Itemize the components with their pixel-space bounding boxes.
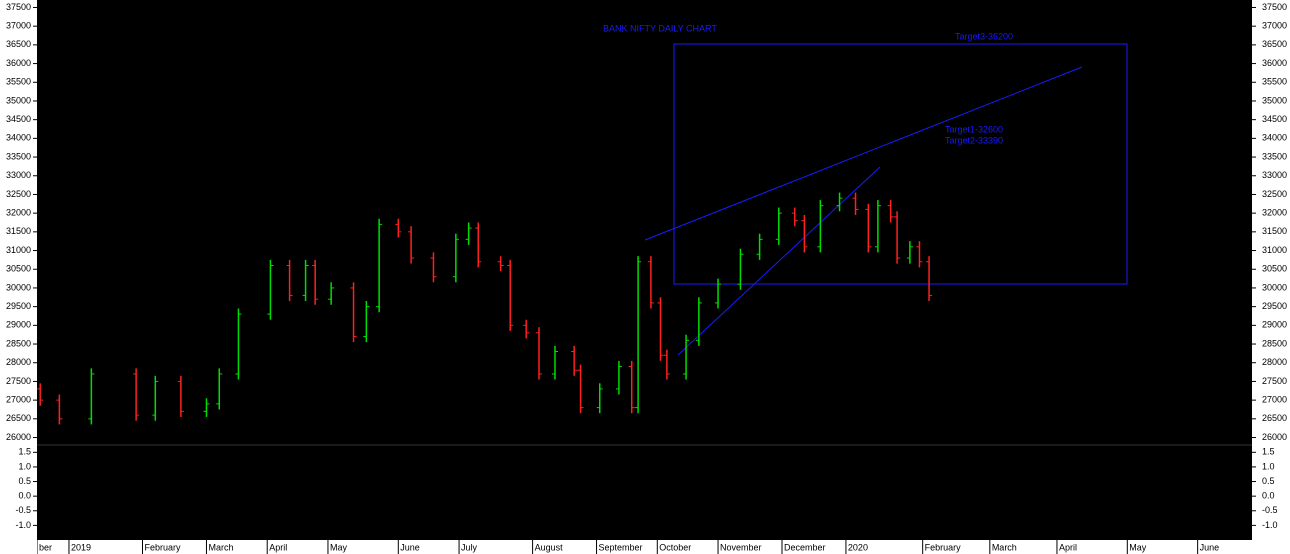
x-tick-label: April: [269, 542, 287, 552]
y-tick-label-right: 31000: [1262, 245, 1287, 255]
y-tick-label: 37500: [6, 2, 31, 12]
y-tick-label: 1.5: [18, 447, 31, 457]
y-tick-label-right: 35000: [1262, 95, 1287, 105]
y-tick-label: 26500: [6, 413, 31, 423]
x-tick-label: May: [330, 542, 348, 552]
x-tick-label: 2020: [848, 542, 868, 552]
y-tick-label-right: 1.0: [1262, 461, 1275, 471]
x-tick-label: October: [659, 542, 691, 552]
y-tick-label-right: 26500: [1262, 413, 1287, 423]
y-tick-label-right: 30000: [1262, 282, 1287, 292]
y-tick-label-right: 37000: [1262, 21, 1287, 31]
y-tick-label: 27500: [6, 376, 31, 386]
y-tick-label: 27000: [6, 395, 31, 405]
y-tick-label: 32000: [6, 208, 31, 218]
chart-title: BANK NIFTY DAILY CHART: [603, 23, 717, 33]
trend-line-upper: [644, 66, 1083, 241]
y-tick-label-right: 27000: [1262, 395, 1287, 405]
y-tick-label-right: 32500: [1262, 189, 1287, 199]
x-tick-label: March: [208, 542, 233, 552]
y-tick-label-right: 33500: [1262, 151, 1287, 161]
y-tick-label-right: 34500: [1262, 114, 1287, 124]
y-tick-label: 0.0: [18, 491, 31, 501]
x-tick-label: March: [992, 542, 1017, 552]
y-tick-label-right: 0.0: [1262, 491, 1275, 501]
x-tick-label: December: [784, 542, 826, 552]
annotation: Target1-32600: [945, 124, 1003, 134]
y-tick-label-right: 30500: [1262, 264, 1287, 274]
annotation: Target3-36200: [955, 31, 1013, 41]
x-axis-bg: [37, 540, 1252, 554]
y-tick-label: 26000: [6, 432, 31, 442]
x-tick-label: November: [720, 542, 762, 552]
x-tick-label: June: [400, 542, 420, 552]
y-tick-label: -0.5: [15, 505, 31, 515]
x-tick-label: August: [535, 542, 564, 552]
y-tick-label-right: 29500: [1262, 301, 1287, 311]
y-tick-label: 29000: [6, 320, 31, 330]
y-tick-label-right: 26000: [1262, 432, 1287, 442]
left-axis-bg: [0, 0, 37, 554]
y-tick-label-right: 37500: [1262, 2, 1287, 12]
y-tick-label: 37000: [6, 21, 31, 31]
y-tick-label-right: 27500: [1262, 376, 1287, 386]
y-tick-label: 28000: [6, 357, 31, 367]
y-tick-label-right: 36000: [1262, 58, 1287, 68]
x-tick-label: February: [145, 542, 182, 552]
y-tick-label-right: 36500: [1262, 39, 1287, 49]
y-tick-label: 32500: [6, 189, 31, 199]
target-box: [673, 43, 1128, 285]
x-tick-label: 2019: [71, 542, 91, 552]
y-tick-label-right: 33000: [1262, 170, 1287, 180]
y-tick-label-right: 0.5: [1262, 476, 1275, 486]
y-tick-label: 30000: [6, 282, 31, 292]
x-axis: ber 2019 February March April May June July Augu…: [37, 540, 1219, 554]
x-tick-label: September: [599, 542, 643, 552]
y-tick-label-right: 32000: [1262, 208, 1287, 218]
trend-line-lower: [677, 166, 881, 356]
y-tick-label: 33000: [6, 170, 31, 180]
y-tick-label: 0.5: [18, 476, 31, 486]
annotation: Target2-33390: [945, 135, 1003, 145]
y-tick-label-right: 29000: [1262, 320, 1287, 330]
y-tick-label-right: 28000: [1262, 357, 1287, 367]
y-tick-label: 31000: [6, 245, 31, 255]
x-tick-label: ber: [39, 542, 52, 552]
x-tick-label: April: [1059, 542, 1077, 552]
y-tick-label: -1.0: [15, 520, 31, 530]
y-tick-label: 33500: [6, 151, 31, 161]
y-tick-label-right: 31500: [1262, 226, 1287, 236]
y-tick-label: 31500: [6, 226, 31, 236]
x-tick-label: June: [1200, 542, 1220, 552]
x-tick-label: July: [461, 542, 478, 552]
y-tick-label-right: -0.5: [1262, 505, 1278, 515]
y-tick-label-right: 1.5: [1262, 447, 1275, 457]
right-axis-bg: [1252, 0, 1290, 554]
x-tick-label: May: [1129, 542, 1147, 552]
y-tick-label-right: 34000: [1262, 133, 1287, 143]
x-tick-label: February: [925, 542, 962, 552]
y-tick-label: 35000: [6, 95, 31, 105]
y-tick-label-right: 28500: [1262, 338, 1287, 348]
y-tick-label: 36500: [6, 39, 31, 49]
y-tick-label: 35500: [6, 77, 31, 87]
y-tick-label: 1.0: [18, 461, 31, 471]
y-tick-label: 36000: [6, 58, 31, 68]
y-tick-label: 30500: [6, 264, 31, 274]
y-tick-label-right: 35500: [1262, 77, 1287, 87]
y-tick-label-right: -1.0: [1262, 520, 1278, 530]
y-tick-label: 34500: [6, 114, 31, 124]
y-tick-label: 34000: [6, 133, 31, 143]
y-tick-label: 29500: [6, 301, 31, 311]
y-tick-label: 28500: [6, 338, 31, 348]
